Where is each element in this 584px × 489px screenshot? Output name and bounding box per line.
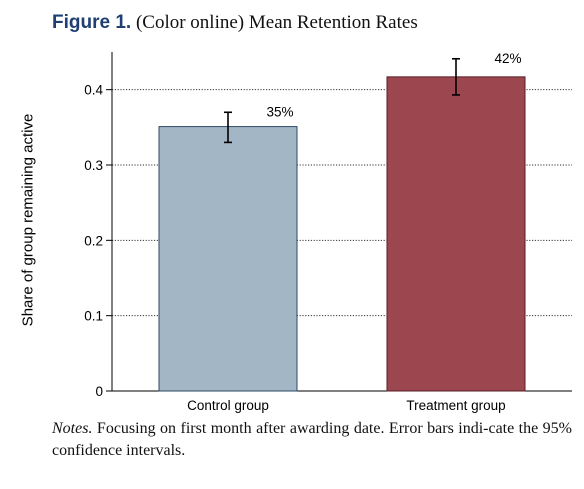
bar	[158, 126, 298, 392]
y-tick-label: 0.1	[84, 309, 103, 324]
y-tick-label: 0.3	[84, 158, 103, 173]
bars	[158, 76, 526, 392]
figure-notes: Notes. Focusing on first month after awa…	[52, 418, 572, 462]
x-category-label: Control group	[187, 398, 269, 413]
bar-value-label: 35%	[266, 104, 293, 119]
y-tick-label: 0	[95, 384, 103, 399]
figure-title: Figure 1. (Color online) Mean Retention …	[52, 12, 418, 34]
figure-label: Figure 1.	[52, 12, 132, 33]
y-tick-label: 0.4	[84, 83, 103, 98]
bar	[386, 76, 526, 392]
bar-value-label: 42%	[494, 51, 521, 66]
y-tick-label: 0.2	[84, 233, 103, 248]
x-category-label: Treatment group	[406, 398, 505, 413]
notes-label: Notes.	[52, 420, 93, 437]
notes-text: Focusing on first month after awarding d…	[52, 420, 573, 459]
error-bars	[224, 57, 460, 144]
labels: Control group 35% Treatment group 42%	[187, 51, 521, 413]
figure-title-text: (Color online) Mean Retention Rates	[135, 12, 418, 33]
